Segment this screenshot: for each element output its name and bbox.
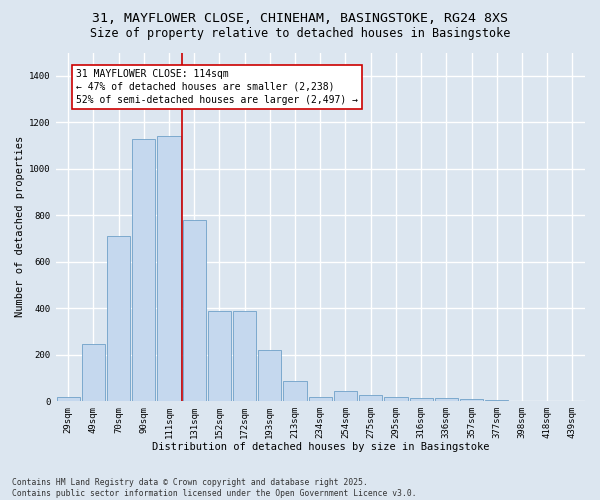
Y-axis label: Number of detached properties: Number of detached properties: [15, 136, 25, 318]
Bar: [132, 138, 155, 401]
Bar: [485, 400, 508, 401]
Bar: [410, 398, 433, 401]
Text: Contains HM Land Registry data © Crown copyright and database right 2025.
Contai: Contains HM Land Registry data © Crown c…: [12, 478, 416, 498]
Text: 31 MAYFLOWER CLOSE: 114sqm
← 47% of detached houses are smaller (2,238)
52% of s: 31 MAYFLOWER CLOSE: 114sqm ← 47% of deta…: [76, 69, 358, 105]
Bar: [107, 236, 130, 401]
Bar: [359, 394, 382, 401]
Bar: [157, 136, 181, 401]
Text: 31, MAYFLOWER CLOSE, CHINEHAM, BASINGSTOKE, RG24 8XS: 31, MAYFLOWER CLOSE, CHINEHAM, BASINGSTO…: [92, 12, 508, 26]
Bar: [258, 350, 281, 401]
Bar: [460, 400, 483, 401]
X-axis label: Distribution of detached houses by size in Basingstoke: Distribution of detached houses by size …: [152, 442, 489, 452]
Bar: [56, 396, 80, 401]
Bar: [435, 398, 458, 401]
Bar: [182, 220, 206, 401]
Bar: [82, 344, 105, 401]
Bar: [283, 382, 307, 401]
Bar: [334, 391, 357, 401]
Bar: [308, 396, 332, 401]
Bar: [233, 310, 256, 401]
Text: Size of property relative to detached houses in Basingstoke: Size of property relative to detached ho…: [90, 28, 510, 40]
Bar: [208, 310, 231, 401]
Bar: [385, 397, 407, 401]
